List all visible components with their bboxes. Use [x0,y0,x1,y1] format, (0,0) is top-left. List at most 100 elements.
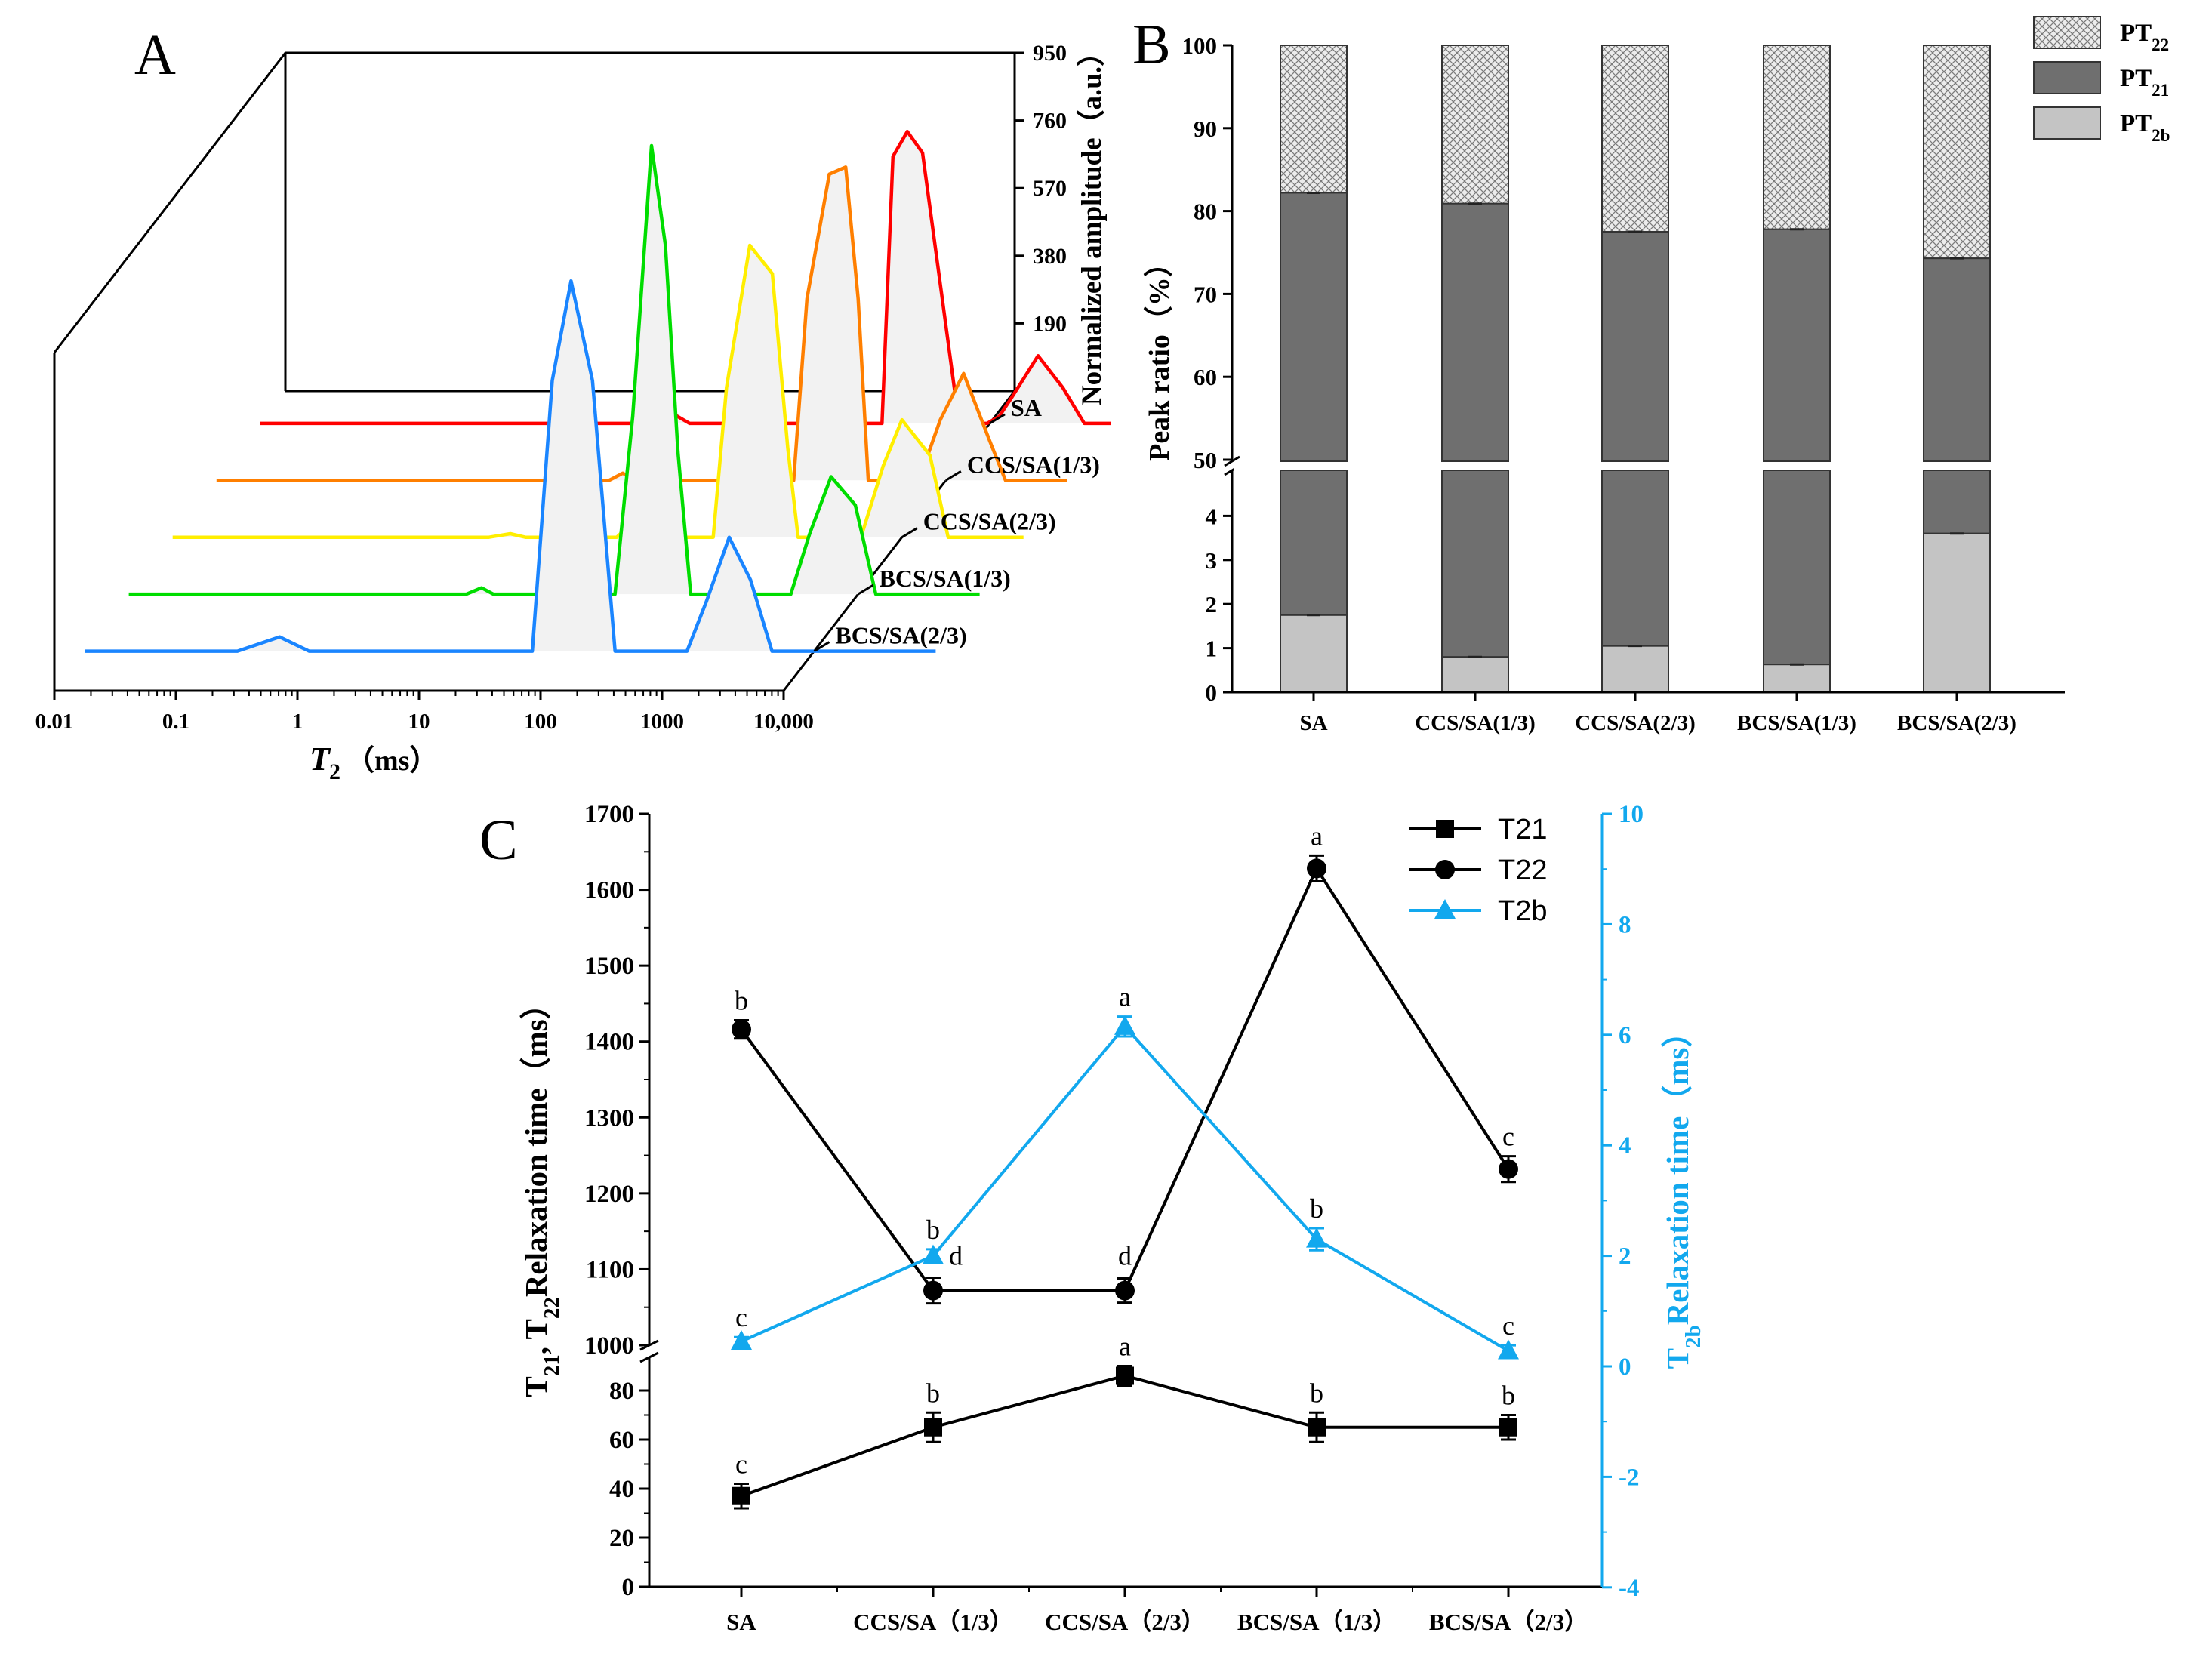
panel-a-x-label-sub: 2 [329,759,340,784]
bar-pt22-bcs-sa-2-3 [1923,45,1991,260]
panel-c-right-y-label: T2bRelaxation time（ms） [1660,1017,1705,1369]
marker-t21 [1499,1418,1517,1437]
legend-swatch-pt21 [2033,61,2101,94]
legend-label-t22: T22 [1498,855,1547,886]
left-y-tick-label: 1500 [584,953,634,980]
bar-pt21-upper-bcs-sa-1-3 [1763,228,1831,462]
panel-c-left-y-label: T21, T22Relaxation time（ms） [519,988,564,1397]
significance-letter-t2b: c [1502,1310,1514,1341]
right-y-tick-label: 2 [1619,1243,1631,1270]
series-fill-sa [260,131,1111,423]
panel-a-letter: A [134,23,176,87]
panel-a-series-group [85,129,1111,653]
x-tick-label: 1000 [640,710,684,734]
bar-pt21-upper-sa [1280,192,1348,462]
y-tick-label: 60 [1194,364,1217,390]
left-y-tick-label: 40 [609,1476,634,1503]
legend-label-pt2b: PT2b [2120,110,2170,145]
series-label-leader [901,527,918,538]
right-y-tick-label: 0 [1619,1354,1631,1381]
marker-t22 [1307,858,1326,879]
bar-pt21-lower-bcs-sa-2-3 [1923,470,1991,534]
significance-letter-t21: b [926,1378,940,1408]
x-tick-label: CCS/SA（1/3） [853,1609,1013,1635]
significance-letter-t22: c [1502,1122,1514,1152]
bar-pt2b-ccs-sa-2-3 [1601,645,1669,693]
left-y-tick-label: 1400 [584,1029,634,1056]
left-y-tick-label: 60 [609,1427,634,1454]
marker-t21 [1308,1418,1326,1437]
panel-b-y-label: Peak ratio（%） [1144,248,1175,461]
series-label-leader [945,470,962,482]
bar-pt21-upper-bcs-sa-2-3 [1923,257,1991,462]
panel-c-legend: T21 T22 T2b [1409,814,1547,927]
x-tick-label: CCS/SA(2/3) [1575,711,1696,735]
y-tick-label: 0 [1206,679,1218,706]
series-label-sa: SA [1011,394,1042,421]
x-tick-label: SA [1299,711,1327,735]
x-tick-label: BCS/SA（2/3） [1429,1609,1588,1635]
series-fill-ccs-sa-2-3 [172,245,1024,537]
bar-pt22-ccs-sa-2-3 [1601,45,1669,233]
x-tick-label: CCS/SA（2/3） [1045,1609,1205,1635]
right-y-tick-label: 10 [1619,801,1644,828]
marker-t22 [732,1019,751,1039]
left-y-tick-label: 1000 [584,1332,634,1360]
amplitude-tick-label: 380 [1033,244,1067,269]
bar-pt22-ccs-sa-1-3 [1441,45,1509,205]
marker-t22 [1499,1159,1518,1179]
legend-swatch-pt22 [2033,16,2101,49]
legend-marker-t2b [1434,899,1456,919]
marker-t2b [1114,1015,1135,1035]
series-line-t22 [740,865,1510,1292]
bar-pt21-upper-ccs-sa-1-3 [1441,202,1509,462]
bar-pt22-sa [1280,45,1348,194]
right-y-tick-label: 6 [1619,1022,1631,1049]
series-fill-ccs-sa-1-3 [216,167,1067,481]
x-tick-label: 100 [524,710,557,734]
bar-pt21-lower-ccs-sa-1-3 [1441,470,1509,658]
legend-label-t2b: T2b [1498,895,1547,927]
y-tick-label: 100 [1182,32,1218,59]
panel-b-letter: B [1132,13,1171,76]
panel-c-axes: 1000110012001300140015001600170002040608… [584,801,1644,1635]
x-tick-label: CCS/SA(1/3) [1415,711,1536,735]
amplitude-tick-label: 190 [1033,311,1067,336]
panel-b-axes: 50 60 70 80 90 100 0 1 2 3 4 SA CCS/SA(1/3) CCS/SA(2/… [1182,32,2066,735]
bar-pt2b-ccs-sa-1-3 [1441,656,1509,694]
panel-a-series-labels: SA CCS/SA(1/3) CCS/SA(2/3) BCS/SA(1/3) BCS/S… [813,394,1100,652]
significance-letter-t22: d [1118,1241,1132,1271]
right-y-tick-label: 4 [1619,1132,1631,1160]
legend-label-pt21: PT21 [2120,65,2169,100]
left-y-tick-label: 80 [609,1378,634,1405]
series-line-ccs-sa-2-3 [172,243,1024,539]
y-tick-label: 90 [1194,115,1217,142]
series-label-leader [813,641,830,652]
x-tick-label: 10 [408,710,430,734]
panel-a-amplitude-label: Normalized amplitude（a.u.） [1076,38,1108,405]
bar-pt2b-bcs-sa-2-3 [1923,532,1991,694]
legend-marker-t21 [1436,820,1454,838]
bar-pt22-bcs-sa-1-3 [1763,45,1831,230]
series-label-leader [857,584,874,596]
x-tick-label: 0.01 [35,710,74,734]
significance-letter-t21: b [1502,1381,1515,1411]
y-tick-label: 4 [1206,503,1218,529]
panel-a-amplitude-axis: 0190380570760950 [1015,41,1067,404]
panel-a-x-label-main: T [310,741,331,778]
marker-t21 [1116,1366,1134,1385]
legend-label-t21: T21 [1498,814,1547,845]
y-tick-label: 1 [1206,636,1218,662]
axis-break-mark [1224,455,1240,467]
left-y-tick-label: 1100 [586,1256,634,1283]
panel-b-bars [1280,45,1991,694]
legend-marker-t22 [1435,860,1455,879]
significance-letter-t22: b [735,986,748,1016]
amplitude-tick-label: 760 [1033,109,1067,134]
x-tick-label: 10,000 [753,710,814,734]
axis-break-mark [639,1351,659,1363]
left-y-tick-label: 20 [609,1525,634,1552]
marker-t2b [1498,1339,1519,1360]
